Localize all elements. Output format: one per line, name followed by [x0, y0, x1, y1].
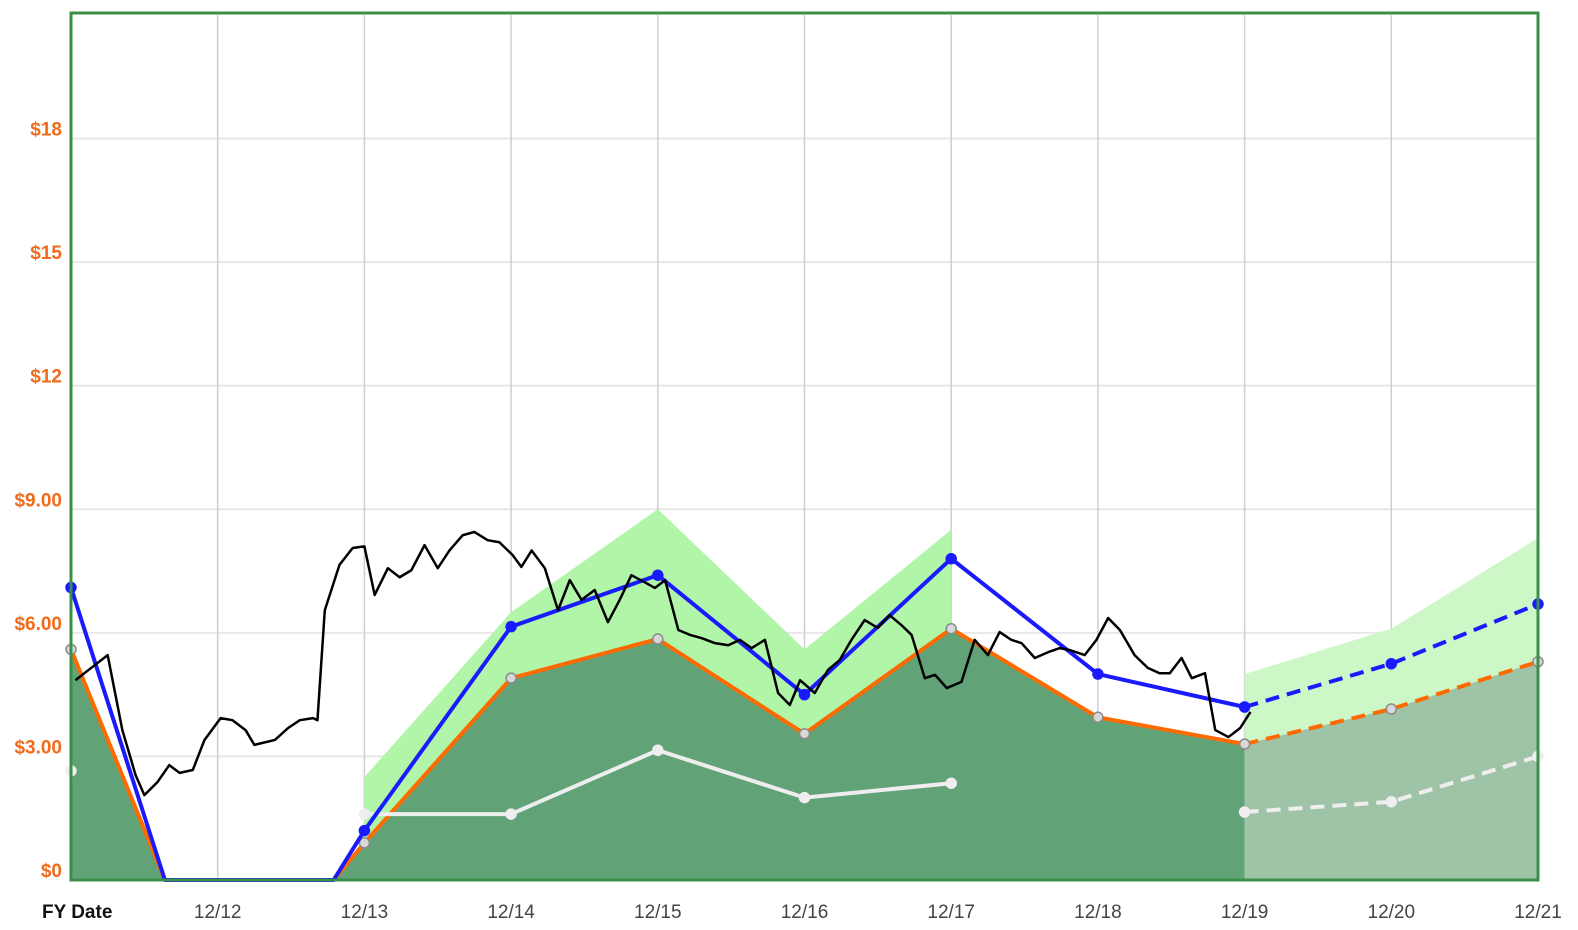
x-tick-label: 12/15: [634, 902, 682, 923]
line: [1244, 602, 1539, 709]
point: [358, 824, 371, 837]
area: [1244, 661, 1538, 880]
line: [1244, 754, 1539, 815]
point: [505, 620, 517, 633]
point: [1385, 703, 1398, 715]
point: [1385, 658, 1398, 670]
point: [652, 633, 664, 645]
point: [1092, 668, 1104, 680]
x-tick-label: 12/19: [1221, 902, 1269, 923]
x-tick-label: 12/14: [487, 902, 535, 923]
y-tick-label: $15: [30, 243, 62, 264]
point: [358, 808, 371, 820]
line: [1244, 659, 1539, 747]
y-tick-label: $0: [41, 861, 62, 882]
y-tick-label: $12: [30, 367, 62, 388]
x-axis-label: FY Date: [42, 902, 112, 923]
point: [1238, 738, 1251, 750]
y-tick-label: $6.00: [14, 614, 62, 635]
x-tick-label: 12/17: [927, 902, 975, 923]
point: [1092, 711, 1104, 724]
y-tick-label: $3.00: [14, 737, 62, 758]
plot-border: [69, 11, 1540, 882]
line: [74, 530, 1252, 797]
point: [798, 791, 811, 804]
x-tick-label: 12/20: [1368, 902, 1416, 923]
point: [798, 728, 811, 740]
point: [1238, 701, 1251, 713]
x-tick-label: 12/18: [1074, 902, 1122, 923]
x-tick-label: 12/12: [194, 902, 242, 923]
y-tick-label: $9.00: [14, 490, 62, 511]
y-tick-label: $18: [30, 120, 62, 141]
point: [1385, 795, 1398, 808]
point: [798, 688, 811, 701]
x-tick-label: 12/21: [1514, 902, 1562, 923]
point: [505, 808, 517, 820]
x-tick-label: 12/16: [781, 902, 829, 923]
point: [505, 672, 517, 684]
point: [652, 569, 664, 581]
point: [945, 777, 957, 789]
point: [945, 552, 957, 565]
point: [358, 837, 371, 849]
x-tick-label: 12/13: [341, 902, 389, 923]
point: [652, 744, 664, 756]
point: [1238, 806, 1251, 818]
point: [945, 622, 957, 635]
